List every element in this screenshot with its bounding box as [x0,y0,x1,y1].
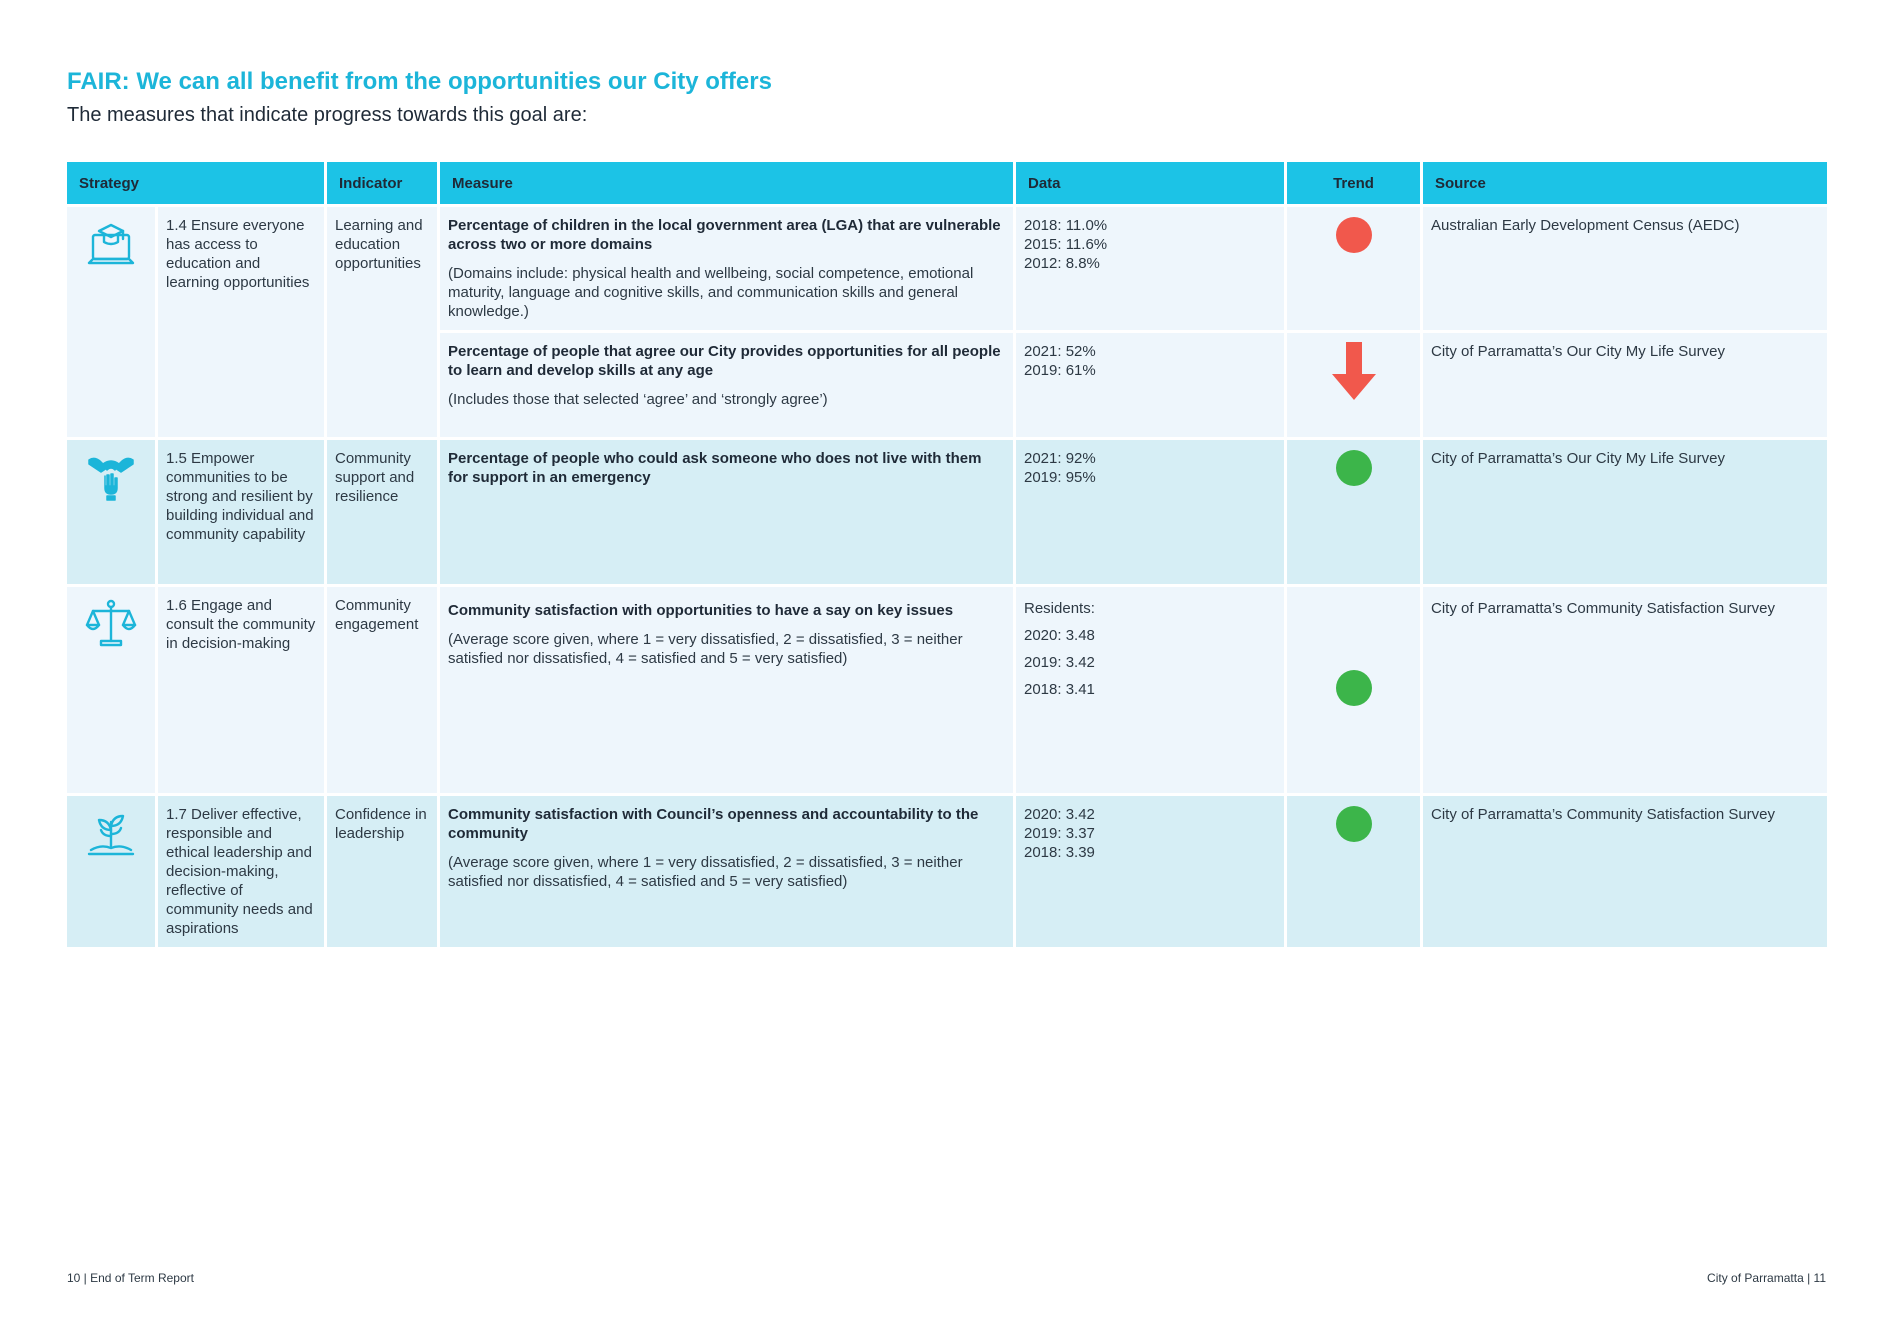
data-cell: 2021: 52% 2019: 61% [1016,333,1284,437]
data-cell: Residents: 2020: 3.48 2019: 3.42 2018: 3… [1016,587,1284,793]
source-text: City of Parramatta’s Our City My Life Su… [1423,440,1827,584]
data-value: 2012: 8.8% [1024,255,1100,272]
trend-green-dot-icon [1335,806,1372,842]
laptop-graduation-cap-icon [87,223,135,265]
indicator-text: Community support and resilience [327,440,437,584]
trend-cell [1287,796,1420,947]
measure-title: Percentage of children in the local gove… [448,217,1001,253]
indicator-text: Confidence in leadership [327,796,437,947]
measure-note: (Includes those that selected ‘agree’ an… [448,391,828,408]
header-data: Data [1016,162,1284,204]
data-value: 2019: 3.37 [1024,825,1095,842]
measure-title: Percentage of people that agree our City… [448,343,1001,379]
strategy-icon-cell [67,587,155,793]
strategy-icon-cell [67,796,155,947]
measure-note: (Average score given, where 1 = very dis… [448,854,963,890]
data-value: 2018: 3.39 [1024,844,1095,861]
trend-green-dot-icon [1335,670,1372,706]
strategy-icon-cell [67,207,155,437]
indicator-text: Community engagement [327,587,437,793]
table-row: Percentage of people that agree our City… [67,333,1827,437]
source-text: Australian Early Development Census (AED… [1423,207,1827,330]
header-strategy: Strategy [67,162,324,204]
measure-title: Percentage of people who could ask someo… [448,450,982,486]
seedling-hand-icon [87,814,135,856]
source-text: City of Parramatta’s Community Satisfact… [1423,587,1827,793]
header-measure: Measure [440,162,1013,204]
header-trend: Trend [1287,162,1420,204]
data-value: 2020: 3.48 [1024,627,1095,644]
measure-note: (Domains include: physical health and we… [448,265,974,320]
data-value: 2021: 92% [1024,450,1096,467]
trend-down-arrow-icon [1331,342,1376,400]
footer-page-label-right: City of Parramatta | 11 [1707,1271,1826,1285]
footer-page-label-left: 10 | End of Term Report [67,1271,194,1285]
header-source: Source [1423,162,1827,204]
data-value: 2020: 3.42 [1024,806,1095,823]
strategy-text: 1.6 Engage and consult the community in … [158,587,324,793]
balance-scale-icon [85,599,137,647]
trend-green-dot-icon [1335,450,1372,486]
trend-cell [1287,440,1420,584]
trend-cell [1287,333,1420,437]
measure-note: (Average score given, where 1 = very dis… [448,631,963,667]
measure-title: Community satisfaction with opportunitie… [448,602,954,619]
indicator-text: Learning and education opportunities [327,207,437,437]
data-value: 2019: 3.42 [1024,654,1095,671]
strategy-text: 1.7 Deliver effective, responsible and e… [158,796,324,947]
measure-cell: Community satisfaction with opportunitie… [440,587,1013,793]
strategy-icon-cell [67,440,155,584]
data-label: Residents: [1024,600,1095,617]
measure-cell: Percentage of people that agree our City… [440,333,1013,437]
table-row: 1.5 Empower communities to be strong and… [67,440,1827,584]
table-header-row: Strategy Indicator Measure Data Trend So… [67,162,1827,204]
data-value: 2015: 11.6% [1024,236,1108,253]
header-indicator: Indicator [327,162,437,204]
data-cell: 2018: 11.0% 2015: 11.6% 2012: 8.8% [1016,207,1284,330]
page-subtitle: The measures that indicate progress towa… [67,104,588,126]
trend-cell [1287,587,1420,793]
data-value: 2021: 52% [1024,343,1096,360]
measure-title: Community satisfaction with Council’s op… [448,806,979,842]
data-value: 2018: 11.0% [1024,217,1108,234]
source-text: City of Parramatta’s Community Satisfact… [1423,796,1827,947]
trend-red-dot-icon [1335,217,1372,253]
table-row: 1.4 Ensure everyone has access to educat… [67,207,1827,437]
data-value: 2019: 95% [1024,469,1096,486]
data-value: 2019: 61% [1024,362,1096,379]
strategy-text: 1.4 Ensure everyone has access to educat… [158,207,324,437]
trend-cell [1287,207,1420,330]
hands-support-icon [88,457,134,501]
table-row: 1.6 Engage and consult the community in … [67,587,1827,793]
page-title: FAIR: We can all benefit from the opport… [67,68,772,95]
data-cell: 2021: 92% 2019: 95% [1016,440,1284,584]
measures-table: Strategy Indicator Measure Data Trend So… [64,159,1830,950]
source-text: City of Parramatta’s Our City My Life Su… [1423,333,1827,437]
measure-cell: Community satisfaction with Council’s op… [440,796,1013,947]
data-value: 2018: 3.41 [1024,681,1095,698]
measure-cell: Percentage of children in the local gove… [440,207,1013,330]
measure-cell: Percentage of people who could ask someo… [440,440,1013,584]
table-row: 1.7 Deliver effective, responsible and e… [67,796,1827,947]
strategy-text: 1.5 Empower communities to be strong and… [158,440,324,584]
data-cell: 2020: 3.42 2019: 3.37 2018: 3.39 [1016,796,1284,947]
